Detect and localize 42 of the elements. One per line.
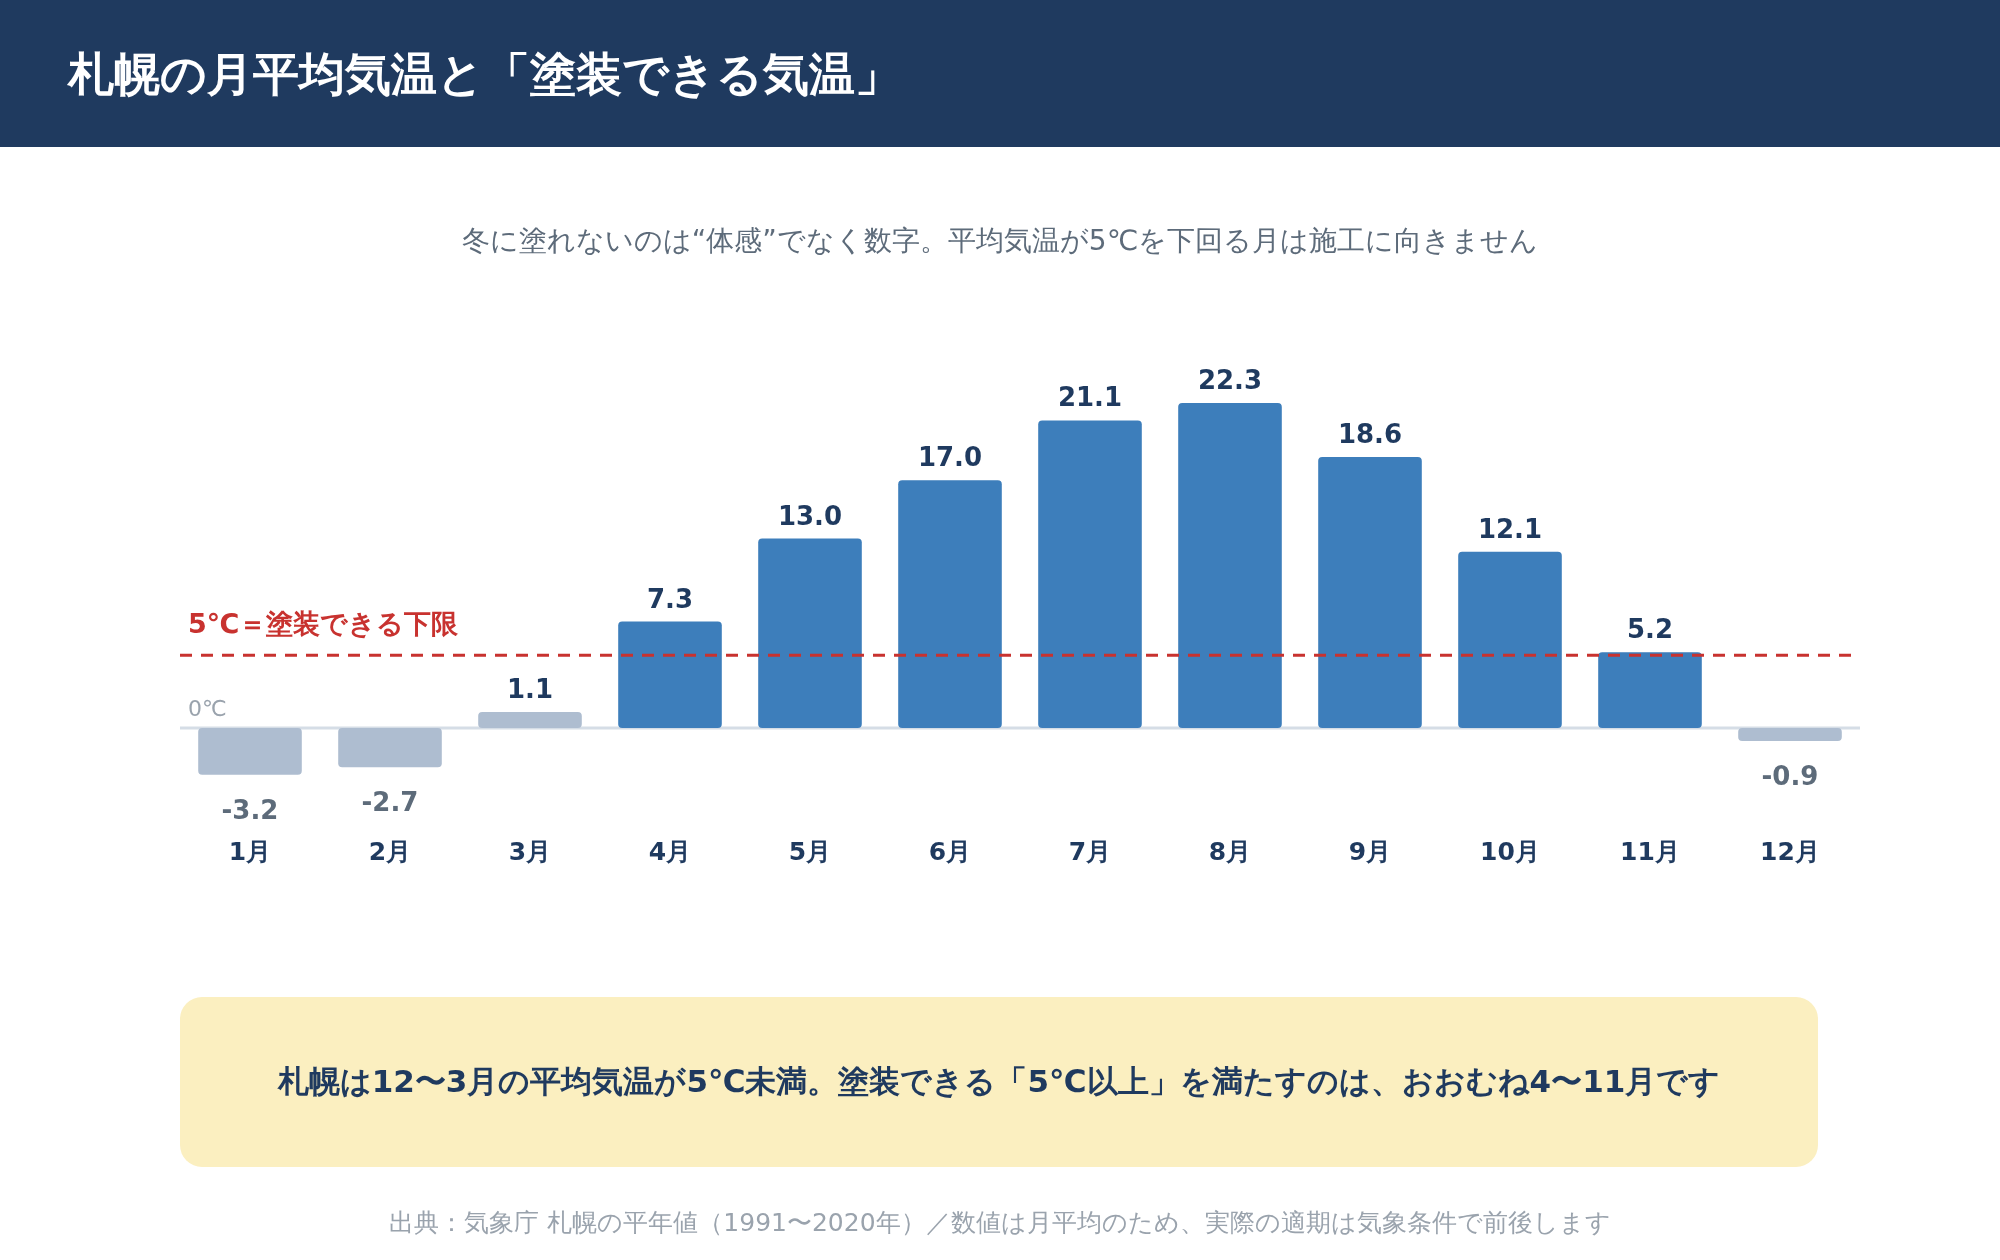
chart-subtitle: 冬に塗れないのは“体感”でなく数字。平均気温が5℃を下回る月は施工に向きません [460,223,1540,259]
data-label: 1.1 [506,673,554,704]
data-label: 18.6 [1337,418,1403,449]
x-tick-label: 8月 [1208,837,1252,866]
x-tick-label: 12月 [1760,837,1820,866]
data-label: -0.9 [1761,761,1819,792]
x-tick-label: 1月 [228,837,272,866]
text: 札幌は12〜3月の平均気温が5℃未満。塗装できる「5℃以上」を満たすのは、おおむね4〜11月です [276,1062,1722,1102]
x-tick-label: 7月 [1068,837,1112,866]
bar [1598,652,1702,728]
x-tick-label: 3月 [508,837,552,866]
bar [758,538,862,728]
ref-line-label: 0℃ [188,696,227,721]
data-label: -2.7 [361,787,419,818]
data-label: 13.0 [777,500,843,531]
ref-line-label: 5℃＝塗装できる下限 [188,608,460,640]
data-label: 5.2 [1626,614,1674,645]
bar [338,728,442,768]
bar [618,621,722,728]
bar [1458,551,1562,728]
bar [1318,456,1422,728]
source-note: 出典：気象庁 札幌の平年値（1991〜2020年）／数値は月平均のため、実際の適期は気象条件で前後します [388,1207,1612,1239]
x-tick-label: 2月 [368,837,412,866]
x-tick-label: 5月 [788,837,832,866]
bar [898,480,1002,728]
x-tick-label: 6月 [928,837,972,866]
bar [1178,403,1282,728]
x-tick-label: 9月 [1348,837,1392,866]
bar [198,728,302,775]
data-label: -3.2 [221,794,279,825]
x-tick-label: 10月 [1480,837,1540,866]
data-label: 22.3 [1197,365,1263,395]
x-tick-label: 11月 [1620,837,1680,866]
bar [1038,420,1142,728]
data-label: 7.3 [646,583,694,614]
data-label: 17.0 [917,442,983,473]
bar [478,711,582,728]
x-tick-label: 4月 [648,837,692,866]
data-label: 12.1 [1477,513,1543,544]
chart-title: 札幌の月平均気温と「塗装できる気温」 [68,46,901,103]
data-label: 21.1 [1057,382,1123,413]
bar [1738,728,1842,742]
